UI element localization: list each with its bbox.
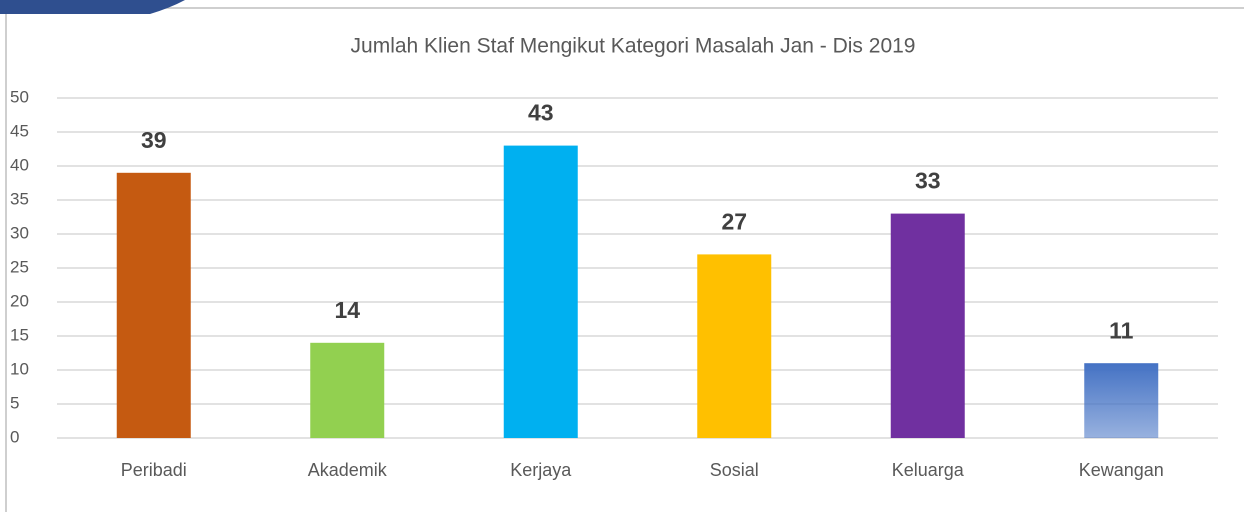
x-tick-label: Sosial xyxy=(710,460,759,480)
x-tick-label: Kewangan xyxy=(1079,460,1164,480)
y-tick-label: 0 xyxy=(10,427,19,446)
bar xyxy=(697,254,772,438)
bar xyxy=(890,213,965,438)
value-label: 27 xyxy=(721,208,747,234)
y-tick-label: 40 xyxy=(10,155,29,174)
y-tick-label: 5 xyxy=(10,393,19,412)
x-tick-label: Keluarga xyxy=(892,460,965,480)
value-label: 14 xyxy=(334,297,360,323)
y-tick-label: 10 xyxy=(10,359,29,378)
x-tick-label: Kerjaya xyxy=(510,460,572,480)
y-tick-label: 25 xyxy=(10,257,29,276)
value-label: 39 xyxy=(141,127,167,153)
corner-decoration xyxy=(0,0,185,14)
y-tick-label: 35 xyxy=(10,189,29,208)
x-tick-label: Peribadi xyxy=(121,460,187,480)
bar xyxy=(310,342,385,438)
bar xyxy=(1084,363,1159,438)
value-label: 11 xyxy=(1109,317,1134,343)
y-tick-label: 15 xyxy=(10,325,29,344)
y-tick-label: 20 xyxy=(10,291,29,310)
bar xyxy=(503,145,578,438)
x-tick-label: Akademik xyxy=(308,460,388,480)
bar xyxy=(116,172,191,439)
value-label: 43 xyxy=(528,100,554,126)
y-tick-label: 45 xyxy=(10,121,29,140)
y-tick-label: 30 xyxy=(10,223,29,242)
chart-title: Jumlah Klien Staf Mengikut Kategori Masa… xyxy=(351,35,916,58)
value-label: 33 xyxy=(915,168,941,194)
y-tick-label: 50 xyxy=(10,87,29,106)
